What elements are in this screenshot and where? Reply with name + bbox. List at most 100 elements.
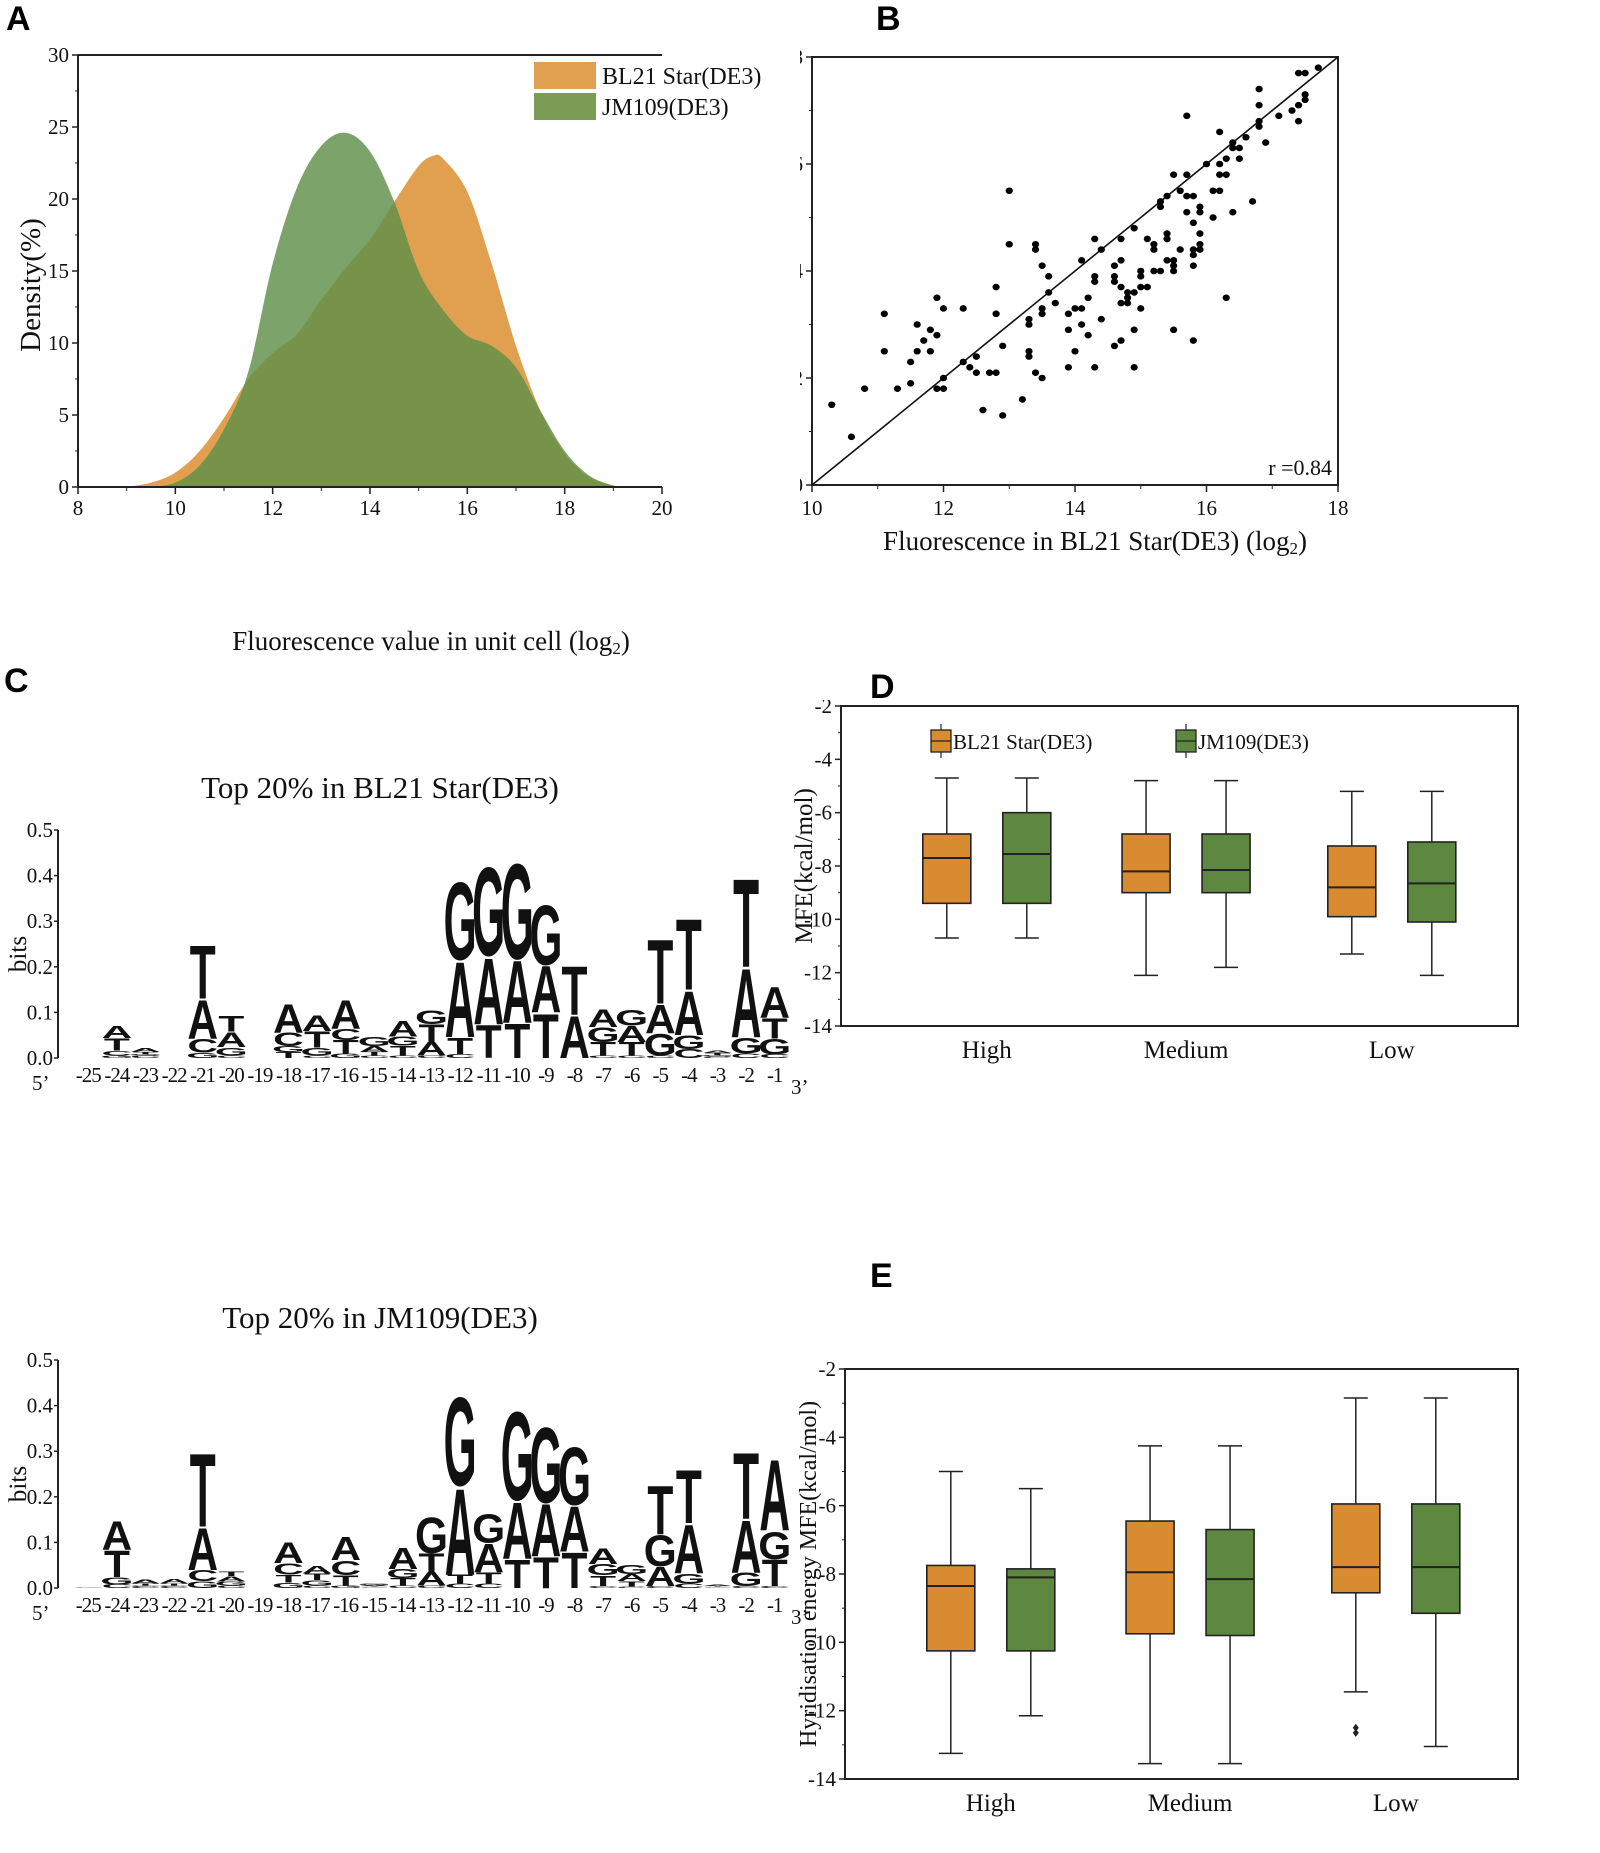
logo-letter-A: A — [330, 1532, 361, 1568]
logo-letter-T: T — [419, 1020, 445, 1048]
logo-letter-A: A — [588, 1544, 619, 1569]
scatter-point — [861, 385, 869, 393]
scatter-point — [972, 353, 980, 360]
y-axis-title: bits — [5, 1466, 32, 1502]
logo-letter-G: G — [272, 1045, 305, 1054]
position-label: -24 — [104, 1593, 130, 1617]
y-tick-label: -12 — [804, 961, 832, 985]
outlier-point — [1352, 1728, 1359, 1737]
logo-letter-A: A — [302, 1564, 333, 1576]
position-label: -8 — [567, 1593, 583, 1617]
scatter-point — [1294, 101, 1303, 109]
scatter-point — [1124, 289, 1132, 296]
scatter-point — [1018, 396, 1026, 403]
scatter-point — [1097, 246, 1105, 253]
scatter-point — [1038, 262, 1046, 269]
position-label: -10 — [505, 1063, 530, 1087]
position-label: -7 — [595, 1063, 611, 1087]
scatter-point — [933, 385, 941, 393]
logo-letter-C: C — [73, 1587, 104, 1588]
logo-letter-G: G — [672, 1571, 705, 1587]
box-iqr — [1330, 1503, 1381, 1594]
scatter-point — [1117, 257, 1125, 264]
scatter-point — [880, 310, 888, 318]
scatter-point — [1235, 144, 1243, 152]
logo-letter-T: T — [133, 1052, 160, 1055]
scatter-point — [1216, 160, 1224, 168]
logo-letter-C: C — [359, 1055, 390, 1058]
x-tick-label: 8 — [73, 496, 84, 520]
x-tick-label: 12 — [933, 496, 954, 520]
logo-letter-A: A — [416, 1038, 447, 1059]
y-tick-label: -10 — [804, 907, 832, 931]
position-label: -13 — [419, 1593, 444, 1617]
scatter-point — [1189, 219, 1197, 227]
x-tick-label: 16 — [1196, 496, 1217, 520]
scatter-point — [1064, 326, 1073, 334]
y-tick-label: 10 — [800, 473, 803, 497]
logo-letter-C: C — [588, 1055, 619, 1058]
logo-letter-T: T — [333, 1572, 360, 1589]
box-bl21-low — [1326, 790, 1377, 955]
position-label: -6 — [624, 1593, 640, 1617]
position-label: -1 — [767, 1593, 783, 1617]
logo-letter-A: A — [359, 1585, 390, 1587]
logo-letter-G: G — [186, 1579, 219, 1590]
logo-letter-T: T — [333, 1036, 359, 1057]
position-label: -9 — [538, 1593, 554, 1617]
logo-letter-G: G — [615, 1006, 648, 1031]
y-tick-label: 0.1 — [27, 1000, 53, 1024]
category-label: Low — [1369, 1037, 1415, 1064]
scatter-point — [1255, 117, 1263, 125]
y-tick-label: 15 — [48, 259, 69, 283]
scatter-point — [1209, 214, 1217, 221]
scatter-point — [1137, 283, 1145, 291]
position-label: -23 — [133, 1593, 158, 1617]
scatter-point — [1189, 262, 1197, 269]
position-label: -21 — [190, 1593, 215, 1617]
logo-letter-A: A — [216, 1575, 247, 1583]
legend-label-bl21: BL21 Star(DE3) — [602, 64, 761, 90]
scatter-point — [939, 305, 948, 312]
scatter-point — [1301, 96, 1309, 104]
logo-letter-T: T — [104, 1543, 130, 1585]
scatter-point — [1163, 192, 1171, 200]
scatter-point — [972, 369, 980, 376]
y-axis-title: Density(%) — [15, 218, 47, 352]
y-tick-label: 0.3 — [27, 909, 53, 933]
three-prime-label: 3’ — [791, 1605, 809, 1629]
scatter-point — [1005, 187, 1013, 195]
scatter-point — [1209, 187, 1217, 195]
logo-letter-C: C — [731, 1053, 762, 1060]
logo-letter-G: G — [615, 1563, 648, 1577]
logo-letter-C: C — [616, 1586, 647, 1588]
scatter-point — [966, 364, 974, 371]
scatter-point — [1189, 246, 1197, 253]
logo-letter-T: T — [218, 1012, 244, 1037]
x-tick-label: 18 — [1328, 496, 1349, 520]
logo-letter-A: A — [616, 1022, 647, 1047]
scatter-chart: 10 12 14 16 18 10 12 14 16 18 r =0.84 Fluorescenc… — [800, 45, 1349, 558]
logo-letter-C: C — [645, 1586, 676, 1589]
y-tick-label: 0.1 — [27, 1530, 53, 1554]
scatter-point — [1196, 230, 1204, 237]
x-tick-label: 16 — [457, 496, 478, 520]
scatter-point — [1137, 267, 1145, 275]
x-tick-label: 14 — [1065, 496, 1087, 520]
scatter-point — [1170, 267, 1178, 275]
logo-letter-A: A — [502, 1484, 533, 1575]
logo-letter-C: C — [445, 1054, 476, 1060]
x-tick-label: 18 — [554, 496, 575, 520]
x-axis-title-main: Fluorescence value in unit cell (log — [232, 626, 612, 656]
logo-letter-G: G — [129, 1054, 162, 1056]
logo-letter-A: A — [702, 1050, 733, 1054]
scatter-point — [1170, 262, 1178, 269]
legend-swatch-bl21 — [534, 62, 596, 89]
scatter-point — [907, 358, 915, 366]
correlation-annotation: r =0.84 — [1268, 455, 1332, 480]
scatter-point — [1262, 139, 1270, 146]
y-tick-label: -6 — [815, 801, 833, 825]
logo-letter-T: T — [218, 1571, 245, 1578]
category-label: High — [966, 1790, 1017, 1817]
box-iqr — [1410, 1503, 1461, 1615]
